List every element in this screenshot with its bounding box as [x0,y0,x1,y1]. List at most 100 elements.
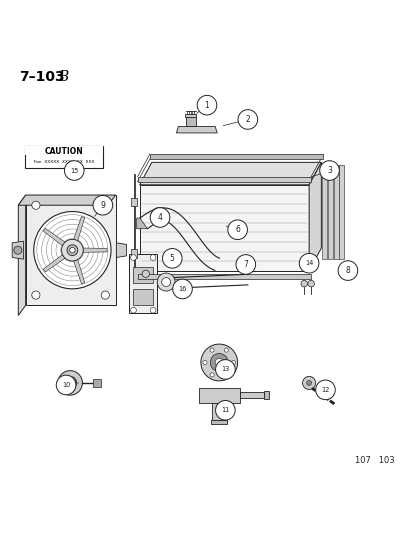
Circle shape [58,370,82,395]
FancyBboxPatch shape [25,146,102,168]
Circle shape [14,246,22,254]
Text: Fan  XXXXX  XXXX  XX  XXX: Fan XXXXX XXXX XX XXX [34,160,94,164]
Text: 6: 6 [235,225,240,234]
Circle shape [337,261,357,280]
Circle shape [33,212,111,289]
Circle shape [56,375,76,395]
Circle shape [157,273,175,291]
Circle shape [215,358,223,367]
Polygon shape [131,198,137,206]
Polygon shape [116,243,126,257]
Text: CAUTION: CAUTION [45,147,83,156]
Circle shape [235,255,255,274]
Text: 14: 14 [304,260,313,266]
Polygon shape [137,176,311,182]
Polygon shape [139,185,309,271]
Text: 7–103: 7–103 [19,70,64,84]
Polygon shape [150,154,323,159]
Circle shape [150,308,156,313]
Polygon shape [139,163,320,185]
Text: 3: 3 [326,166,331,175]
Circle shape [67,245,78,255]
Polygon shape [309,163,320,271]
Circle shape [64,376,76,390]
Circle shape [215,360,235,379]
Circle shape [215,400,235,420]
Polygon shape [131,249,137,257]
Text: 5: 5 [169,254,174,263]
Circle shape [150,208,169,227]
Polygon shape [198,388,239,402]
Text: 9: 9 [100,201,105,209]
Text: 2: 2 [245,115,249,124]
Circle shape [151,208,166,222]
Polygon shape [211,419,227,424]
Circle shape [67,380,73,386]
Text: 12: 12 [320,387,329,393]
Polygon shape [83,248,107,252]
Text: 10: 10 [62,382,70,388]
Circle shape [162,248,182,268]
Text: 13: 13 [221,366,229,373]
Polygon shape [93,379,100,387]
Polygon shape [176,126,217,133]
Polygon shape [43,255,65,272]
Polygon shape [18,195,115,205]
Text: 7: 7 [243,260,248,269]
Circle shape [172,279,192,299]
Polygon shape [137,274,311,279]
Circle shape [197,95,216,115]
Circle shape [319,161,339,180]
Circle shape [209,348,214,352]
Polygon shape [339,165,343,260]
Circle shape [69,247,75,253]
Circle shape [300,280,307,287]
Polygon shape [333,165,338,260]
Circle shape [93,196,112,215]
Circle shape [131,255,136,261]
Text: 16: 16 [178,286,186,292]
Text: 4: 4 [157,213,162,222]
Circle shape [224,373,228,377]
Polygon shape [129,254,157,313]
Circle shape [209,373,214,377]
Polygon shape [263,391,268,399]
Circle shape [101,201,109,209]
Text: 107   103: 107 103 [354,456,394,465]
Circle shape [299,253,318,273]
Circle shape [302,376,315,390]
Polygon shape [327,165,332,260]
Circle shape [210,353,228,372]
Text: 15: 15 [70,167,78,174]
Polygon shape [74,260,85,284]
Polygon shape [185,117,195,126]
Polygon shape [239,392,263,399]
Text: 1: 1 [204,101,209,110]
Polygon shape [211,402,226,419]
Text: 8: 8 [345,266,349,275]
Circle shape [64,161,84,180]
Circle shape [227,220,247,239]
Polygon shape [26,195,115,305]
Circle shape [161,278,170,287]
Circle shape [224,348,228,352]
Circle shape [306,381,311,385]
Polygon shape [18,195,26,316]
Polygon shape [25,146,102,156]
Circle shape [150,255,156,261]
Circle shape [237,110,257,130]
Polygon shape [133,289,153,305]
Circle shape [307,280,313,287]
Circle shape [142,270,149,278]
Circle shape [32,201,40,209]
Polygon shape [133,266,153,283]
Circle shape [154,211,162,219]
Circle shape [200,344,237,381]
Polygon shape [136,218,147,229]
Circle shape [202,360,206,365]
Polygon shape [321,165,326,260]
Polygon shape [74,216,85,241]
Circle shape [62,239,83,261]
Polygon shape [185,114,196,117]
Circle shape [231,360,235,365]
